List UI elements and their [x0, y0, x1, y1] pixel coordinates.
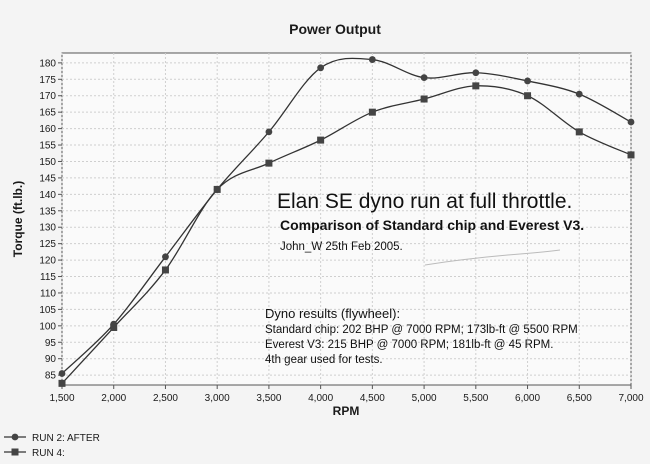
data-point-run2 — [58, 370, 66, 377]
annotation-results-line3: 4th gear used for tests. — [265, 354, 383, 366]
y-tick-label: 160 — [39, 124, 56, 135]
y-tick-label: 145 — [39, 173, 56, 184]
y-tick-label: 85 — [45, 371, 57, 382]
gridlines — [61, 53, 632, 385]
chart-title: Power Output — [289, 21, 381, 37]
data-point-run2 — [265, 128, 273, 136]
y-tick-label: 90 — [45, 354, 57, 365]
y-tick-label: 180 — [39, 58, 56, 69]
annotation-subhead: Comparison of Standard chip and Everest … — [280, 217, 584, 233]
y-tick-label: 110 — [40, 288, 56, 299]
y-axis-ticks: 85 90 95 100 105 110 115 120 125 130 135 140 145 150 1… — [39, 58, 62, 382]
y-tick-label: 130 — [39, 223, 56, 234]
legend-marker-run4 — [11, 448, 19, 456]
data-point-run2 — [575, 90, 583, 98]
legend: RUN 2: AFTER RUN 4: — [4, 433, 100, 459]
data-point-run2 — [524, 77, 531, 85]
x-tick-label: 4,000 — [308, 393, 333, 404]
x-tick-label: 6,000 — [515, 393, 540, 404]
x-tick-label: 2,000 — [101, 393, 126, 404]
x-tick-label: 5,500 — [463, 393, 488, 404]
x-tick-label: 3,000 — [205, 393, 230, 404]
y-tick-label: 140 — [39, 190, 56, 201]
legend-label-run2: RUN 2: AFTER — [32, 433, 100, 444]
pencil-mark — [424, 249, 561, 266]
series-group — [58, 56, 635, 387]
x-axis-ticks: 1,500 2,000 2,500 3,000 3,500 4,000 4,500 5,000… — [49, 385, 644, 404]
annotation-byline: John_W 25th Feb 2005. — [280, 241, 403, 253]
y-tick-label: 95 — [45, 338, 57, 349]
annotation-results-title: Dyno results (flywheel): — [265, 306, 400, 321]
data-point-run4 — [472, 82, 480, 90]
annotation-results-line1: Standard chip: 202 BHP @ 7000 RPM; 173lb… — [265, 324, 578, 336]
data-point-run4 — [317, 136, 325, 144]
data-point-run4 — [265, 159, 273, 167]
data-point-run4 — [58, 379, 66, 387]
data-point-run4 — [110, 323, 118, 331]
data-point-run4 — [524, 92, 532, 100]
data-point-run2 — [368, 56, 376, 63]
data-point-run2 — [162, 253, 169, 261]
data-point-run4 — [213, 185, 221, 193]
y-tick-label: 100 — [39, 321, 56, 332]
annotation-results-line2: Everest V3: 215 BHP @ 7000 RPM; 181lb-ft… — [265, 339, 553, 351]
y-tick-label: 165 — [39, 108, 56, 119]
y-axis-label: Torque (ft.lb.) — [11, 181, 25, 257]
data-point-run2 — [627, 118, 635, 126]
x-tick-label: 6,500 — [567, 393, 592, 404]
x-tick-label: 3,500 — [256, 393, 281, 404]
annotation-headline: Elan SE dyno run at full throttle. — [277, 190, 572, 213]
x-axis-label: RPM — [333, 404, 360, 418]
y-tick-label: 115 — [40, 272, 56, 283]
data-point-run2 — [472, 69, 480, 77]
data-point-run2 — [317, 64, 325, 72]
legend-label-run4: RUN 4: — [32, 448, 65, 459]
y-tick-label: 135 — [39, 206, 56, 217]
data-point-run2 — [420, 74, 428, 82]
data-point-run4 — [627, 151, 635, 159]
legend-marker-run2 — [11, 433, 19, 441]
plot-area — [61, 52, 632, 386]
y-tick-label: 155 — [39, 141, 56, 152]
x-tick-label: 2,500 — [153, 393, 178, 404]
y-tick-label: 105 — [39, 305, 56, 316]
y-tick-label: 120 — [39, 256, 56, 267]
x-tick-label: 1,500 — [49, 393, 74, 404]
y-tick-label: 150 — [39, 157, 56, 168]
y-tick-label: 170 — [39, 91, 56, 102]
x-tick-label: 4,500 — [360, 393, 385, 404]
data-point-run4 — [368, 108, 376, 116]
data-point-run4 — [575, 128, 583, 136]
y-tick-label: 125 — [39, 239, 56, 250]
data-point-run4 — [161, 266, 169, 274]
series-line-run4 — [61, 85, 632, 384]
x-tick-label: 5,000 — [412, 393, 437, 404]
data-point-run4 — [420, 95, 428, 103]
y-tick-label: 175 — [39, 75, 56, 86]
x-tick-label: 7,000 — [618, 393, 643, 404]
